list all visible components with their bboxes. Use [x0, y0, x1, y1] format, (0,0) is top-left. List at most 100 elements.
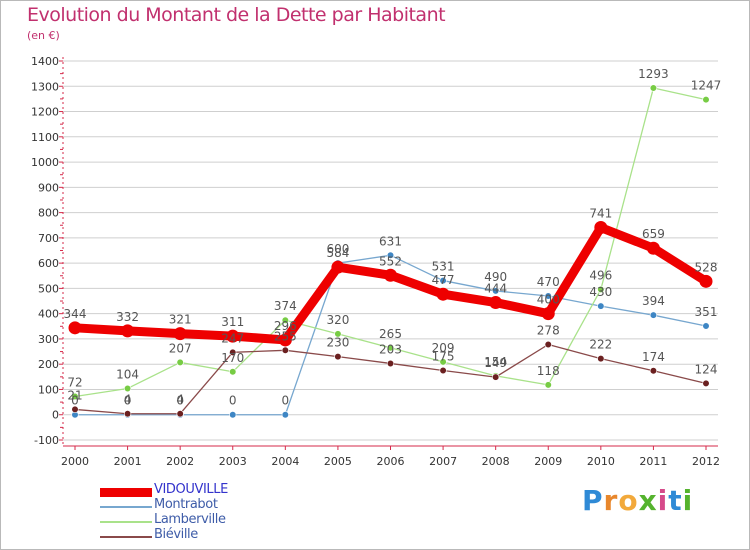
data-point: [544, 292, 552, 300]
x-tick-label: 2012: [692, 455, 720, 468]
data-label: 351: [695, 305, 718, 319]
data-label: 174: [642, 350, 665, 364]
axis-layer: -100010020030040050060070080090010001100…: [31, 55, 720, 468]
data-point: [702, 322, 710, 330]
y-tick-label: 700: [38, 232, 59, 245]
data-label: 1293: [638, 67, 669, 81]
data-point: [646, 241, 660, 255]
data-label: 600: [326, 242, 349, 256]
data-label: 118: [537, 364, 560, 378]
y-tick-label: -100: [34, 434, 59, 447]
data-label: 531: [432, 260, 455, 274]
data-point: [492, 373, 500, 381]
data-label: 470: [537, 275, 560, 289]
data-label: 209: [432, 341, 455, 355]
data-label: 124: [695, 362, 718, 376]
data-point: [597, 285, 605, 294]
data-label: 394: [642, 294, 665, 308]
data-label: 311: [221, 315, 244, 329]
data-label: 278: [537, 323, 560, 337]
legend-label: Lamberville: [154, 512, 226, 527]
data-label: 247: [221, 331, 244, 345]
data-point: [386, 359, 395, 368]
data-point: [278, 333, 292, 347]
data-label: 149: [484, 356, 507, 370]
data-label: 4: [176, 393, 184, 407]
y-tick-label: 1300: [31, 80, 59, 93]
data-point: [649, 84, 658, 92]
data-point: [594, 221, 608, 235]
data-point: [123, 410, 132, 418]
data-label: 72: [67, 376, 82, 390]
legend-swatch: [100, 487, 152, 497]
data-label: 0: [176, 394, 184, 408]
data-point: [281, 411, 289, 419]
x-tick-label: 2004: [271, 455, 299, 468]
data-label: 496: [589, 268, 612, 282]
data-point: [176, 358, 184, 367]
data-label: 296: [274, 319, 297, 333]
data-label: 0: [282, 394, 290, 408]
data-label: 741: [589, 207, 612, 221]
data-label: 552: [379, 254, 402, 268]
data-label: 344: [64, 307, 87, 321]
data-point: [281, 346, 289, 354]
y-tick-label: 200: [38, 358, 59, 371]
data-point: [121, 324, 135, 338]
y-tick-label: 500: [38, 282, 59, 295]
data-label: 0: [124, 394, 132, 408]
y-tick-label: 1400: [31, 55, 59, 68]
data-label: 400: [537, 293, 560, 307]
legend-swatch: [100, 506, 152, 508]
x-tick-label: 2002: [166, 455, 194, 468]
logo-letter: i: [657, 484, 669, 517]
proxiti-logo: Proxiti: [582, 484, 693, 517]
legend-label: Biéville: [154, 527, 198, 542]
x-tick-label: 2001: [114, 455, 142, 468]
data-label: 659: [642, 227, 665, 241]
data-point: [544, 340, 552, 349]
logo-letter: x: [638, 484, 658, 517]
data-point: [597, 355, 605, 363]
data-point: [68, 321, 82, 335]
data-point: [436, 287, 450, 301]
data-point: [229, 411, 237, 419]
data-point: [439, 276, 447, 285]
data-point: [331, 260, 345, 274]
y-tick-label: 300: [38, 333, 59, 346]
x-tick-label: 2009: [534, 455, 562, 468]
y-tick-label: 600: [38, 257, 59, 270]
data-point: [229, 368, 237, 376]
data-point: [384, 268, 397, 282]
data-point: [173, 327, 187, 341]
logo-letter: P: [582, 484, 604, 517]
chart-unit: (en €): [27, 29, 60, 42]
data-label: 584: [326, 246, 349, 260]
data-point: [386, 344, 395, 352]
data-point: [281, 316, 289, 324]
data-label: 21: [67, 388, 82, 402]
data-point: [489, 296, 503, 310]
y-tick-label: 0: [52, 409, 59, 422]
x-tick-label: 2006: [377, 455, 405, 468]
data-label: 255: [274, 329, 297, 343]
data-point: [702, 379, 710, 388]
data-label: 1247: [691, 79, 722, 93]
data-label: 0: [229, 394, 237, 408]
data-label: 207: [169, 341, 192, 355]
data-label: 321: [169, 313, 192, 327]
y-tick-label: 1200: [31, 106, 59, 119]
data-label: 374: [274, 299, 297, 313]
y-tick-label: 900: [38, 181, 59, 194]
data-label: 170: [221, 351, 244, 365]
data-point: [71, 405, 79, 414]
data-label: 154: [484, 355, 507, 369]
y-tick-label: 1000: [31, 156, 59, 169]
chart-title: Evolution du Montant de la Dette par Hab…: [27, 4, 446, 26]
y-tick-label: 400: [38, 308, 59, 321]
data-label: 430: [589, 285, 612, 299]
data-label: 320: [326, 313, 349, 327]
data-label: 490: [484, 270, 507, 284]
logo-letter: r: [603, 484, 619, 517]
